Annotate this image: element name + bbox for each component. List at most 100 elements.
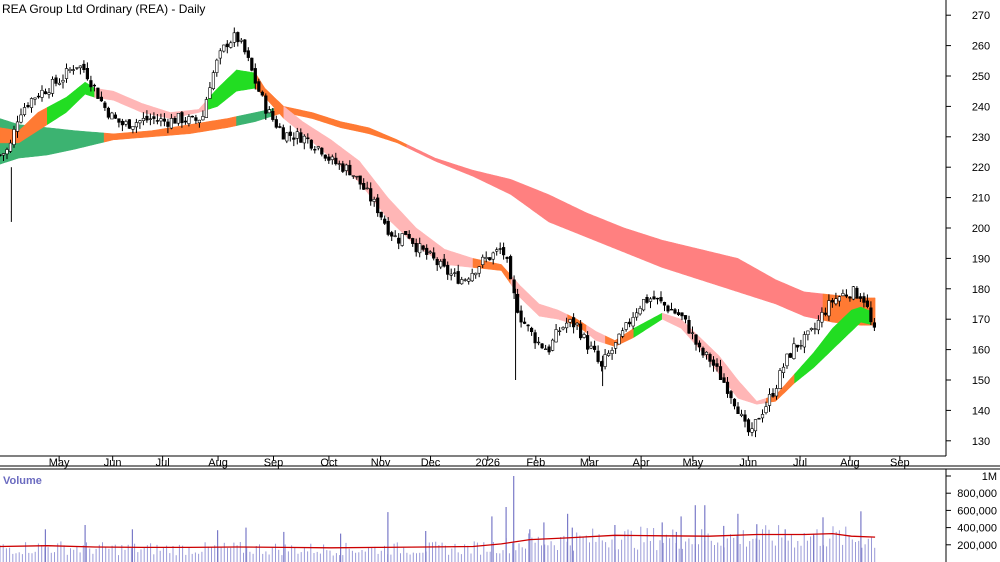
candle [687,315,691,334]
candle [806,330,810,341]
candle-body [449,273,453,276]
candle [313,146,317,154]
candle [453,268,457,277]
candle [337,160,341,170]
candle [376,194,380,217]
candle-body [264,95,268,114]
candle-body [435,258,439,266]
candle [781,363,786,379]
candle-body [204,99,209,118]
candle-body [229,42,233,48]
candle [481,254,485,268]
candle-body [260,91,264,96]
candle [802,331,806,354]
time-tick-label: Sep [890,457,910,469]
candle-body [526,324,530,327]
candle-body [225,43,229,48]
time-tick-label: Jun [739,457,757,469]
candle-body [488,257,492,261]
time-tick-label: Sep [264,457,284,469]
candle [582,332,586,339]
candle [508,254,513,280]
candle-body [421,245,425,250]
candle-body [211,72,216,89]
candle [767,388,772,412]
candle-body [631,316,635,327]
ribbon-1-segment-14 [794,306,871,384]
candle-body [676,312,681,316]
candle-body [508,256,513,280]
candle [89,75,93,92]
candle-body [606,352,611,356]
price-tick-label: 240 [972,101,990,113]
time-tick-label: May [49,457,70,469]
candle-body [117,118,121,123]
candle [82,60,86,73]
candle [641,299,646,312]
price-candles [0,27,876,438]
candle-body [120,120,124,126]
candle [148,113,153,126]
candle [85,62,89,81]
candle [617,333,621,345]
ribbon-1-segment-5 [283,105,474,268]
candle [330,154,334,165]
candle-body [704,351,709,355]
ribbon-1-segment-1 [47,81,95,126]
candle [858,293,862,302]
candle-body [624,322,628,330]
candle-body [592,345,597,350]
volume-tick-label: 1M [982,471,997,483]
candle-body [176,113,181,124]
candle [708,352,712,368]
candle [739,409,744,418]
candle-body [250,57,254,71]
candle [697,340,702,353]
candle-body [337,163,341,165]
candle [648,297,653,309]
candle [634,308,639,321]
candle-body [379,211,383,218]
candle-body [134,122,139,128]
candle-body [788,353,792,358]
candle [243,39,247,55]
time-tick-label: Dec [421,457,441,469]
candle-body [785,353,789,367]
candle [127,119,132,129]
price-tick-label: 180 [972,284,990,296]
candle-body [767,394,772,406]
candle-body [792,343,796,359]
candle [715,358,719,372]
candle-body [36,95,41,98]
candle-body [816,320,820,331]
price-tick-label: 170 [972,314,990,326]
candle-body [571,317,576,328]
candle [841,289,845,297]
candle-body [711,359,716,366]
candle [676,309,681,316]
candle-body [862,296,866,303]
candle-body [669,308,674,311]
candle-body [869,307,873,323]
candle [771,388,775,398]
candle-body [715,363,719,367]
candle-body [365,187,369,190]
candle-body [708,354,712,362]
candle [110,111,114,120]
price-tick-label: 200 [972,223,990,235]
candle [736,402,740,414]
candle-body [683,315,688,320]
candle-body [557,330,562,332]
candle-body [390,232,394,237]
candle [680,312,684,321]
candle [592,340,597,353]
candle [834,292,838,306]
candle-body [197,119,202,123]
candle [173,116,177,124]
candle-body [411,238,415,244]
candle-body [61,80,65,83]
candle [239,38,243,44]
candle [120,118,124,132]
